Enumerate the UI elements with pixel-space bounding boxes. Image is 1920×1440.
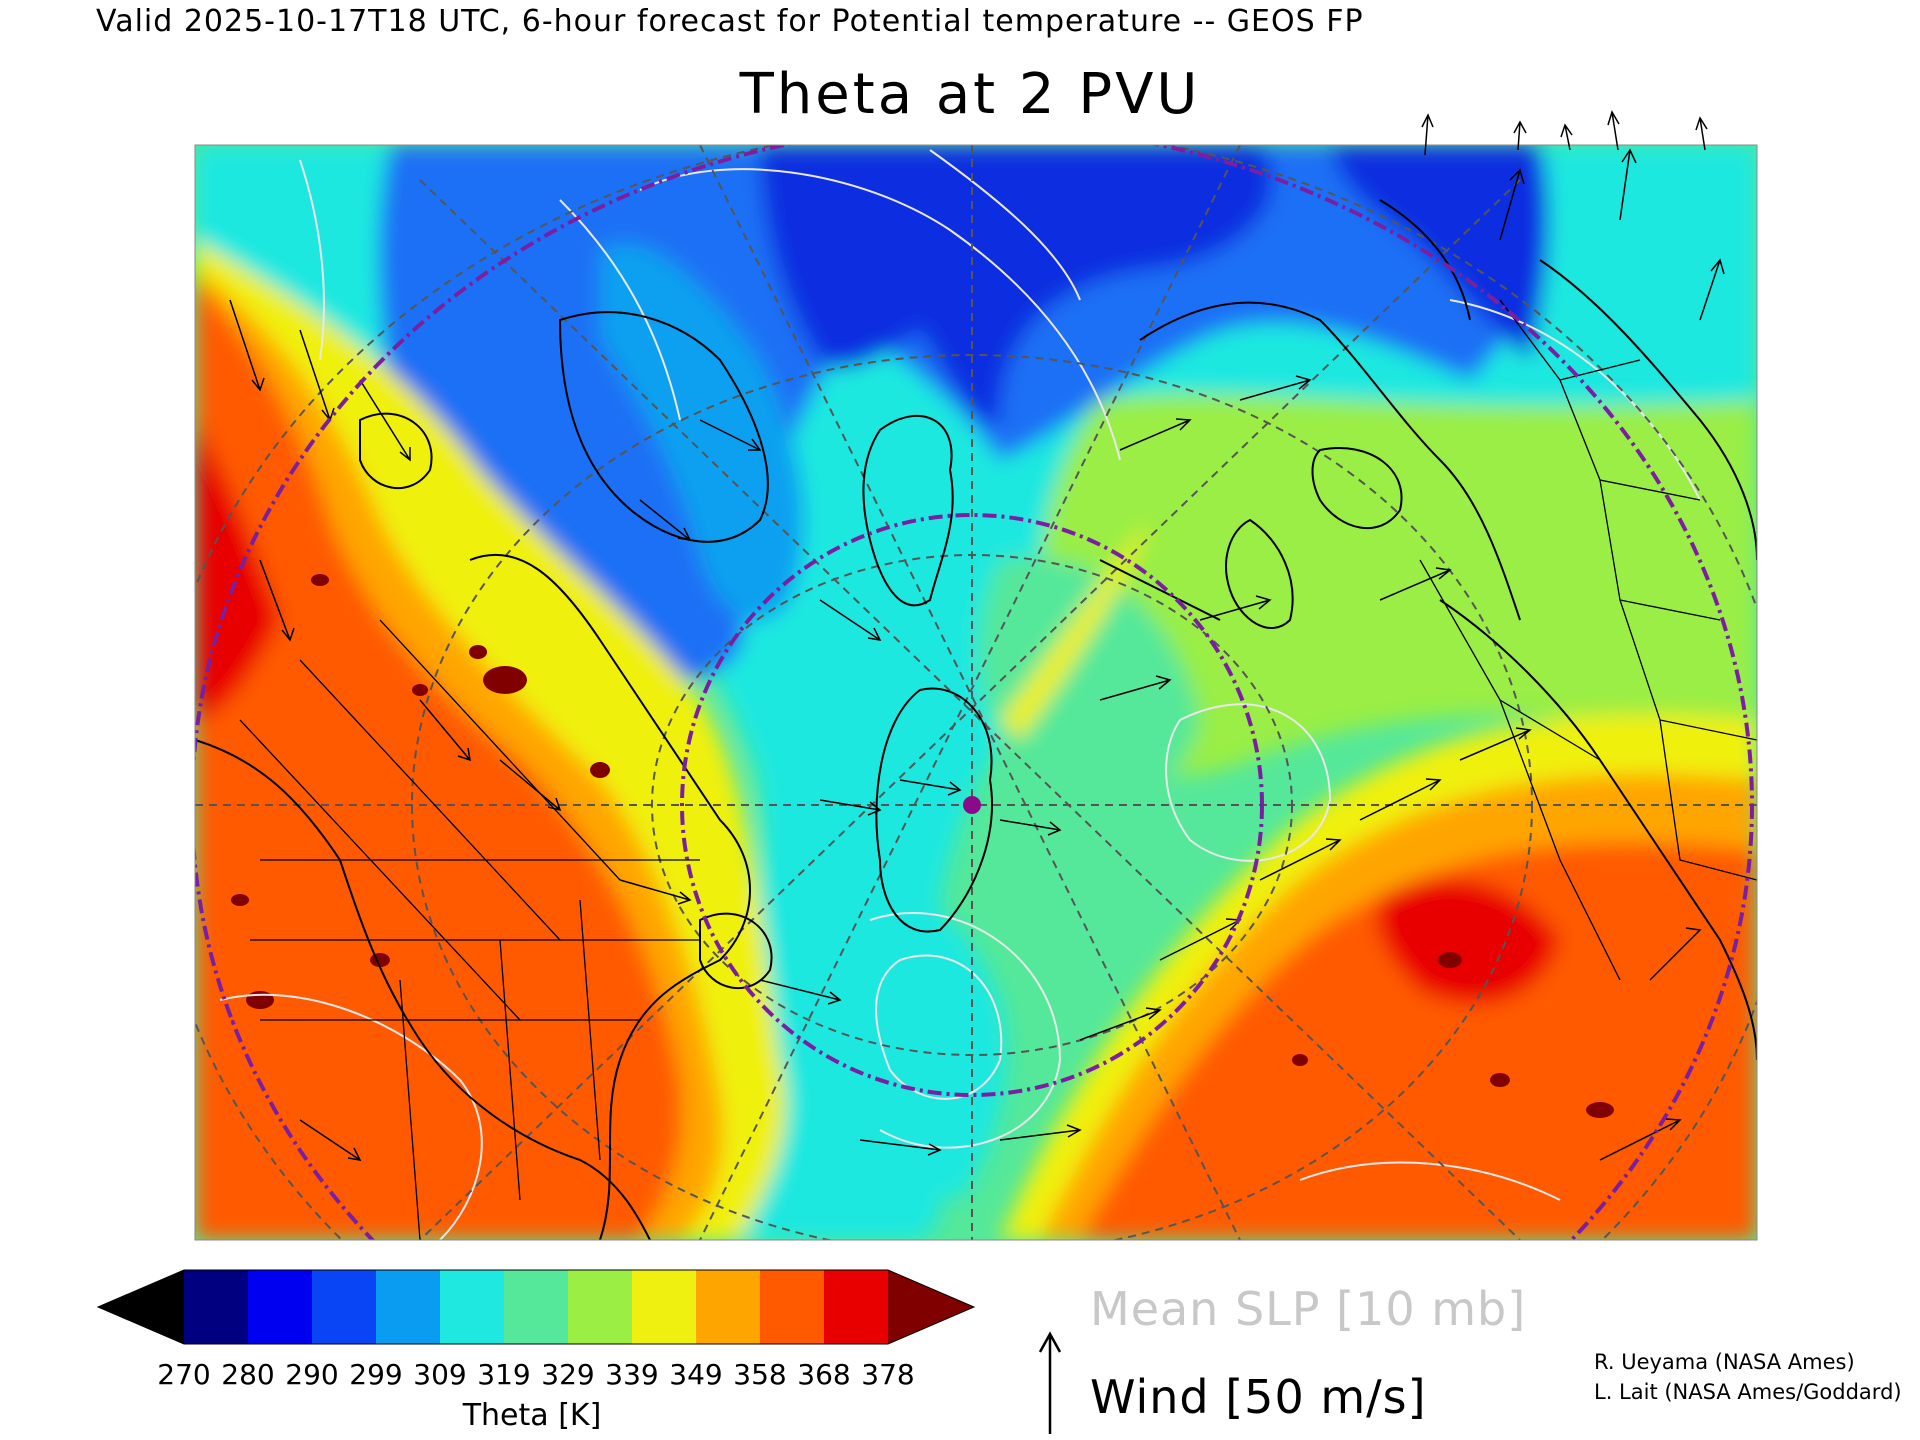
colorbar-title: Theta [K]	[462, 1398, 602, 1433]
region-yellow-band	[1000, 520, 1150, 740]
graticule	[195, 145, 1757, 1240]
valid-time-line: Valid 2025-10-17T18 UTC, 6-hour forecast…	[96, 4, 1364, 39]
borders	[239, 299, 1757, 1240]
colorbar-tick-label: 270	[157, 1358, 211, 1391]
region-green-cent	[979, 556, 1200, 816]
colorbar-tick-label: 319	[477, 1358, 531, 1391]
colorbar-tick-label: 349	[669, 1358, 723, 1391]
colorbar-cell-under	[98, 1270, 184, 1344]
colorbar-tick-label: 358	[733, 1358, 787, 1391]
wind-vectors	[229, 148, 1725, 1161]
colorbar-cell	[184, 1270, 248, 1344]
region-east-red	[1377, 879, 1560, 1004]
colorbar-tick-label: 339	[605, 1358, 659, 1391]
map-frame	[194, 144, 1758, 1241]
colorbar-tick-label: 329	[541, 1358, 595, 1391]
wind-scale-arrow-icon	[1038, 1331, 1062, 1434]
colorbar-cell	[760, 1270, 824, 1344]
colorbar-cell	[440, 1270, 504, 1344]
wind-legend-label: Wind [50 m/s]	[1090, 1370, 1427, 1424]
colorbar-cell	[824, 1270, 888, 1344]
colorbar-cell-over	[888, 1270, 974, 1344]
colorbar-cell	[376, 1270, 440, 1344]
colorbar-cell	[504, 1270, 568, 1344]
slp-contours	[219, 149, 1701, 1240]
slp-legend-label: Mean SLP [10 mb]	[1090, 1282, 1527, 1336]
colorbar-tick-label: 290	[285, 1358, 339, 1391]
colorbar-cell	[632, 1270, 696, 1344]
region-green-east	[1039, 394, 1757, 777]
colorbar-cell	[568, 1270, 632, 1344]
colorbar-tick-label: 368	[797, 1358, 851, 1391]
colorbar-cell	[248, 1270, 312, 1344]
colorbar-tick-labels: 270 280 290 299 309 319 329 339 349 358 368 378	[0, 1358, 1920, 1398]
edge-arrows	[1421, 110, 1708, 156]
colorbar-cell	[312, 1270, 376, 1344]
region-cyan-plume	[835, 876, 1007, 1200]
colorbar-cell	[696, 1270, 760, 1344]
region-west-red	[195, 420, 280, 720]
center-marker	[963, 796, 981, 814]
coastlines	[195, 199, 1757, 1240]
credit-line-1: R. Ueyama (NASA Ames)	[1594, 1350, 1855, 1374]
colorbar-tick-label: 309	[413, 1358, 467, 1391]
domain-circles	[195, 145, 1754, 1240]
colorbar-tick-label: 378	[861, 1358, 915, 1391]
colorbar-outline	[96, 1269, 976, 1345]
map-title: Theta at 2 PVU	[739, 62, 1201, 127]
credit-line-2: L. Lait (NASA Ames/Goddard)	[1594, 1380, 1902, 1404]
region-east-redorange	[1080, 842, 1757, 1240]
colorbar-tick-label: 299	[349, 1358, 403, 1391]
colorbar-tick-label: 280	[221, 1358, 275, 1391]
